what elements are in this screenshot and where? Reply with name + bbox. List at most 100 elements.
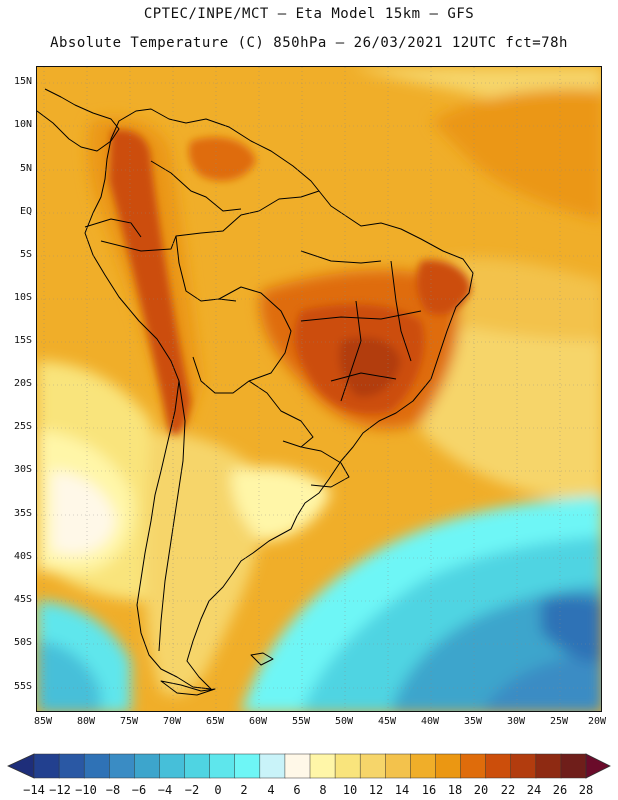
lon-label-25w: 25W (549, 716, 569, 727)
border-brazil-states-4 (340, 300, 362, 402)
field-south-atlantic-orange (441, 258, 601, 341)
lon-label-70w: 70W (162, 716, 182, 727)
field-southwest-colder (37, 641, 101, 711)
colorbar-label: 22 (500, 783, 516, 797)
field-patagonia (144, 431, 263, 695)
south-america-coastline (84, 108, 474, 690)
field-brazil-hottest (339, 337, 401, 397)
border-uruguay (300, 446, 350, 488)
colorbar-label: 0 (214, 783, 222, 797)
map-title-line-2: Absolute Temperature (C) 850hPa – 26/03/… (50, 35, 568, 51)
border-ecuador (84, 218, 142, 238)
colorbar-swatch (184, 753, 211, 779)
lon-label-85w: 85W (33, 716, 53, 727)
field-andes-hot (109, 129, 191, 435)
colorbar-label: 2 (240, 783, 248, 797)
lon-label-35w: 35W (463, 716, 483, 727)
colorbar-swatch (309, 753, 336, 779)
colorbar-swatch (83, 753, 110, 779)
lon-label-50w: 50W (334, 716, 354, 727)
lat-label-25s: 25S (13, 421, 32, 432)
colorbar-label: 8 (319, 783, 327, 797)
lon-label-45w: 45W (377, 716, 397, 727)
falklands (250, 652, 274, 666)
colorbar-swatch (284, 753, 311, 779)
lat-label-50s: 50S (13, 637, 32, 648)
field-pacific-white (51, 471, 116, 555)
colorbar-swatch (209, 753, 236, 779)
lat-label-35s: 35S (13, 508, 32, 519)
field-northeast-brazil-hot (416, 260, 471, 315)
colorbar-swatch (410, 753, 437, 779)
border-brazil-states-1 (300, 250, 382, 264)
colorbar-label: −12 (49, 783, 71, 797)
colorbar-right-arrow (585, 753, 611, 779)
border-colombia-venezuela (150, 160, 242, 212)
lon-label-30w: 30W (506, 716, 526, 727)
lat-label-55s: 55S (13, 681, 32, 692)
colorbar-swatch (159, 753, 186, 779)
tierra-del-fuego (160, 680, 216, 696)
lat-label-15s: 15S (13, 335, 32, 346)
lat-label-10s: 10S (13, 292, 32, 303)
lon-label-20w: 20W (587, 716, 607, 727)
field-southeast-cold-4 (482, 651, 601, 711)
central-america-coast (37, 88, 120, 152)
colorbar-label: −6 (131, 783, 147, 797)
border-brazil-states-5 (390, 260, 412, 362)
colorbar-label: 14 (394, 783, 410, 797)
colorbar-label: 20 (473, 783, 489, 797)
lat-label-10n: 10N (13, 119, 32, 130)
colorbar-label: −14 (23, 783, 45, 797)
colorbar-left-arrow (7, 753, 35, 779)
border-bolivia (192, 286, 292, 394)
colorbar-label: −10 (75, 783, 97, 797)
colorbar-label: 26 (552, 783, 568, 797)
colorbar-label: 16 (421, 783, 437, 797)
lat-label-30s: 30S (13, 464, 32, 475)
lon-label-80w: 80W (76, 716, 96, 727)
field-ne-ocean-orange (431, 89, 601, 221)
colorbar-label: −4 (157, 783, 173, 797)
colorbar-label: 4 (267, 783, 275, 797)
colorbar-swatch (535, 753, 562, 779)
lat-label-40s: 40S (13, 551, 32, 562)
border-brazil-states-2 (300, 310, 422, 322)
lat-label-15n: 15N (13, 76, 32, 87)
colorbar-swatch (334, 753, 361, 779)
lon-label-55w: 55W (291, 716, 311, 727)
colorbar-label: 12 (368, 783, 384, 797)
colorbar-swatch (460, 753, 487, 779)
colorbar-label: 28 (578, 783, 594, 797)
map-title-line-1: CPTEC/INPE/MCT – Eta Model 15km – GFS (143, 6, 475, 22)
lat-label-20s: 20S (13, 378, 32, 389)
colorbar-swatch (33, 753, 60, 779)
temperature-map (36, 66, 602, 712)
colorbar-swatch (385, 753, 412, 779)
lat-label-5n: 5N (19, 163, 32, 174)
colorbar-label: 10 (342, 783, 358, 797)
field-pampas (231, 467, 331, 541)
colorbar-swatch (359, 753, 386, 779)
colorbar-swatch (485, 753, 512, 779)
field-south-atlantic-yellow (421, 326, 601, 501)
colorbar-swatch (109, 753, 136, 779)
border-peru-brazil (100, 235, 237, 302)
colorbar-label: 18 (447, 783, 463, 797)
colorbar-label: 6 (293, 783, 301, 797)
colorbar-label: −8 (105, 783, 121, 797)
field-southeast-cold-5 (541, 595, 601, 662)
lon-label-40w: 40W (420, 716, 440, 727)
lon-label-65w: 65W (205, 716, 225, 727)
lon-label-60w: 60W (248, 716, 268, 727)
lat-label-eq: EQ (19, 206, 32, 217)
border-brazil-states-3 (330, 372, 397, 382)
lat-label-45s: 45S (13, 594, 32, 605)
colorbar-swatch (134, 753, 161, 779)
colorbar-swatch (58, 753, 85, 779)
lon-label-75w: 75W (119, 716, 139, 727)
colorbar-swatch (560, 753, 587, 779)
colorbar-swatch (259, 753, 286, 779)
colorbar-label: −2 (184, 783, 200, 797)
colorbar-label: 24 (526, 783, 542, 797)
